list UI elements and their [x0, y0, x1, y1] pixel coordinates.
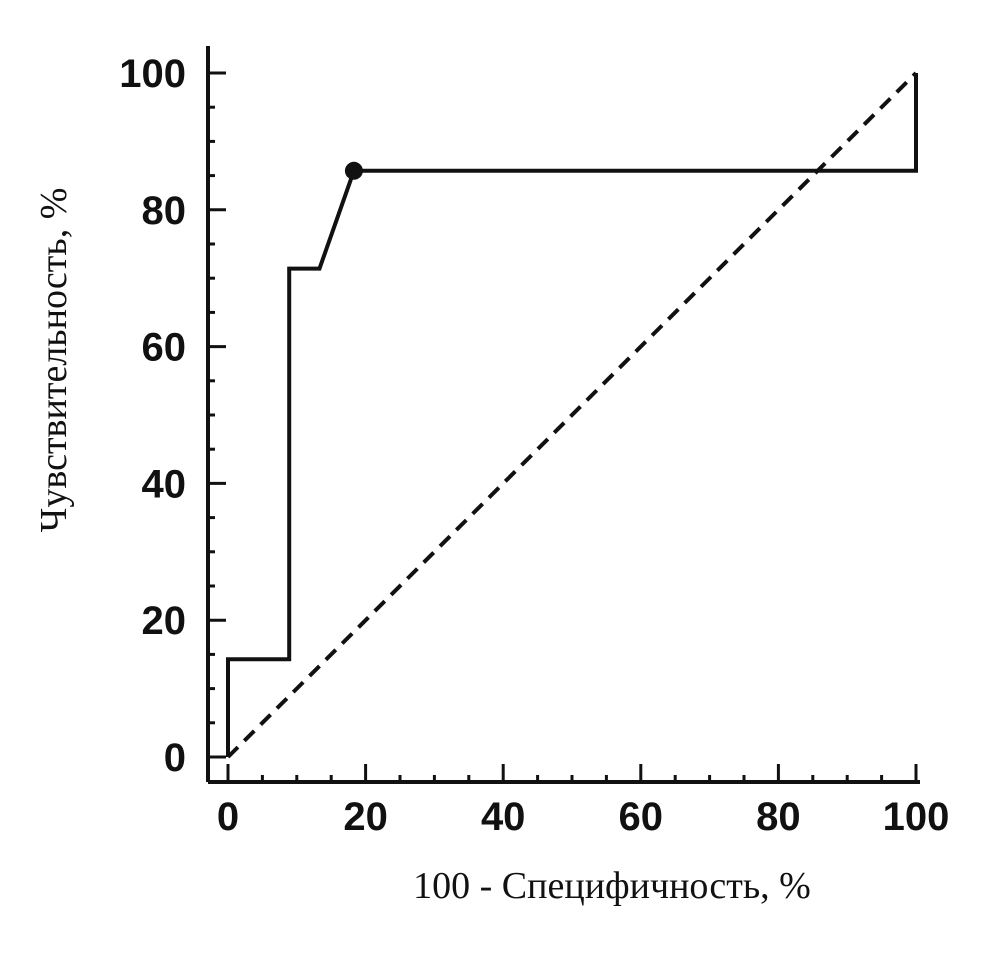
series-layer — [226, 71, 918, 759]
axes — [206, 46, 920, 784]
y-axis-title: Чувствительность, % — [33, 188, 75, 533]
cutoff-point-marker — [344, 161, 363, 180]
x-tick-label: 60 — [619, 795, 664, 839]
x-tick-label: 40 — [481, 795, 526, 839]
x-axis-title: 100 - Специфичность, % — [413, 865, 811, 907]
y-tick-label: 0 — [164, 736, 186, 780]
y-tick-label: 20 — [142, 599, 187, 643]
tick-labels: 0 20 40 60 80 100 0 20 40 60 80 100 — [119, 52, 949, 839]
x-tick-label: 80 — [756, 795, 801, 839]
x-tick-label: 20 — [343, 795, 388, 839]
reference-diagonal-line — [226, 71, 918, 759]
x-tick-label: 0 — [217, 795, 239, 839]
y-tick-label: 40 — [142, 462, 187, 506]
y-tick-label: 60 — [142, 326, 187, 370]
x-tick-label: 100 — [883, 795, 950, 839]
roc-curve-line — [226, 73, 918, 757]
y-tick-label: 80 — [142, 189, 187, 233]
y-tick-label: 100 — [119, 52, 186, 96]
